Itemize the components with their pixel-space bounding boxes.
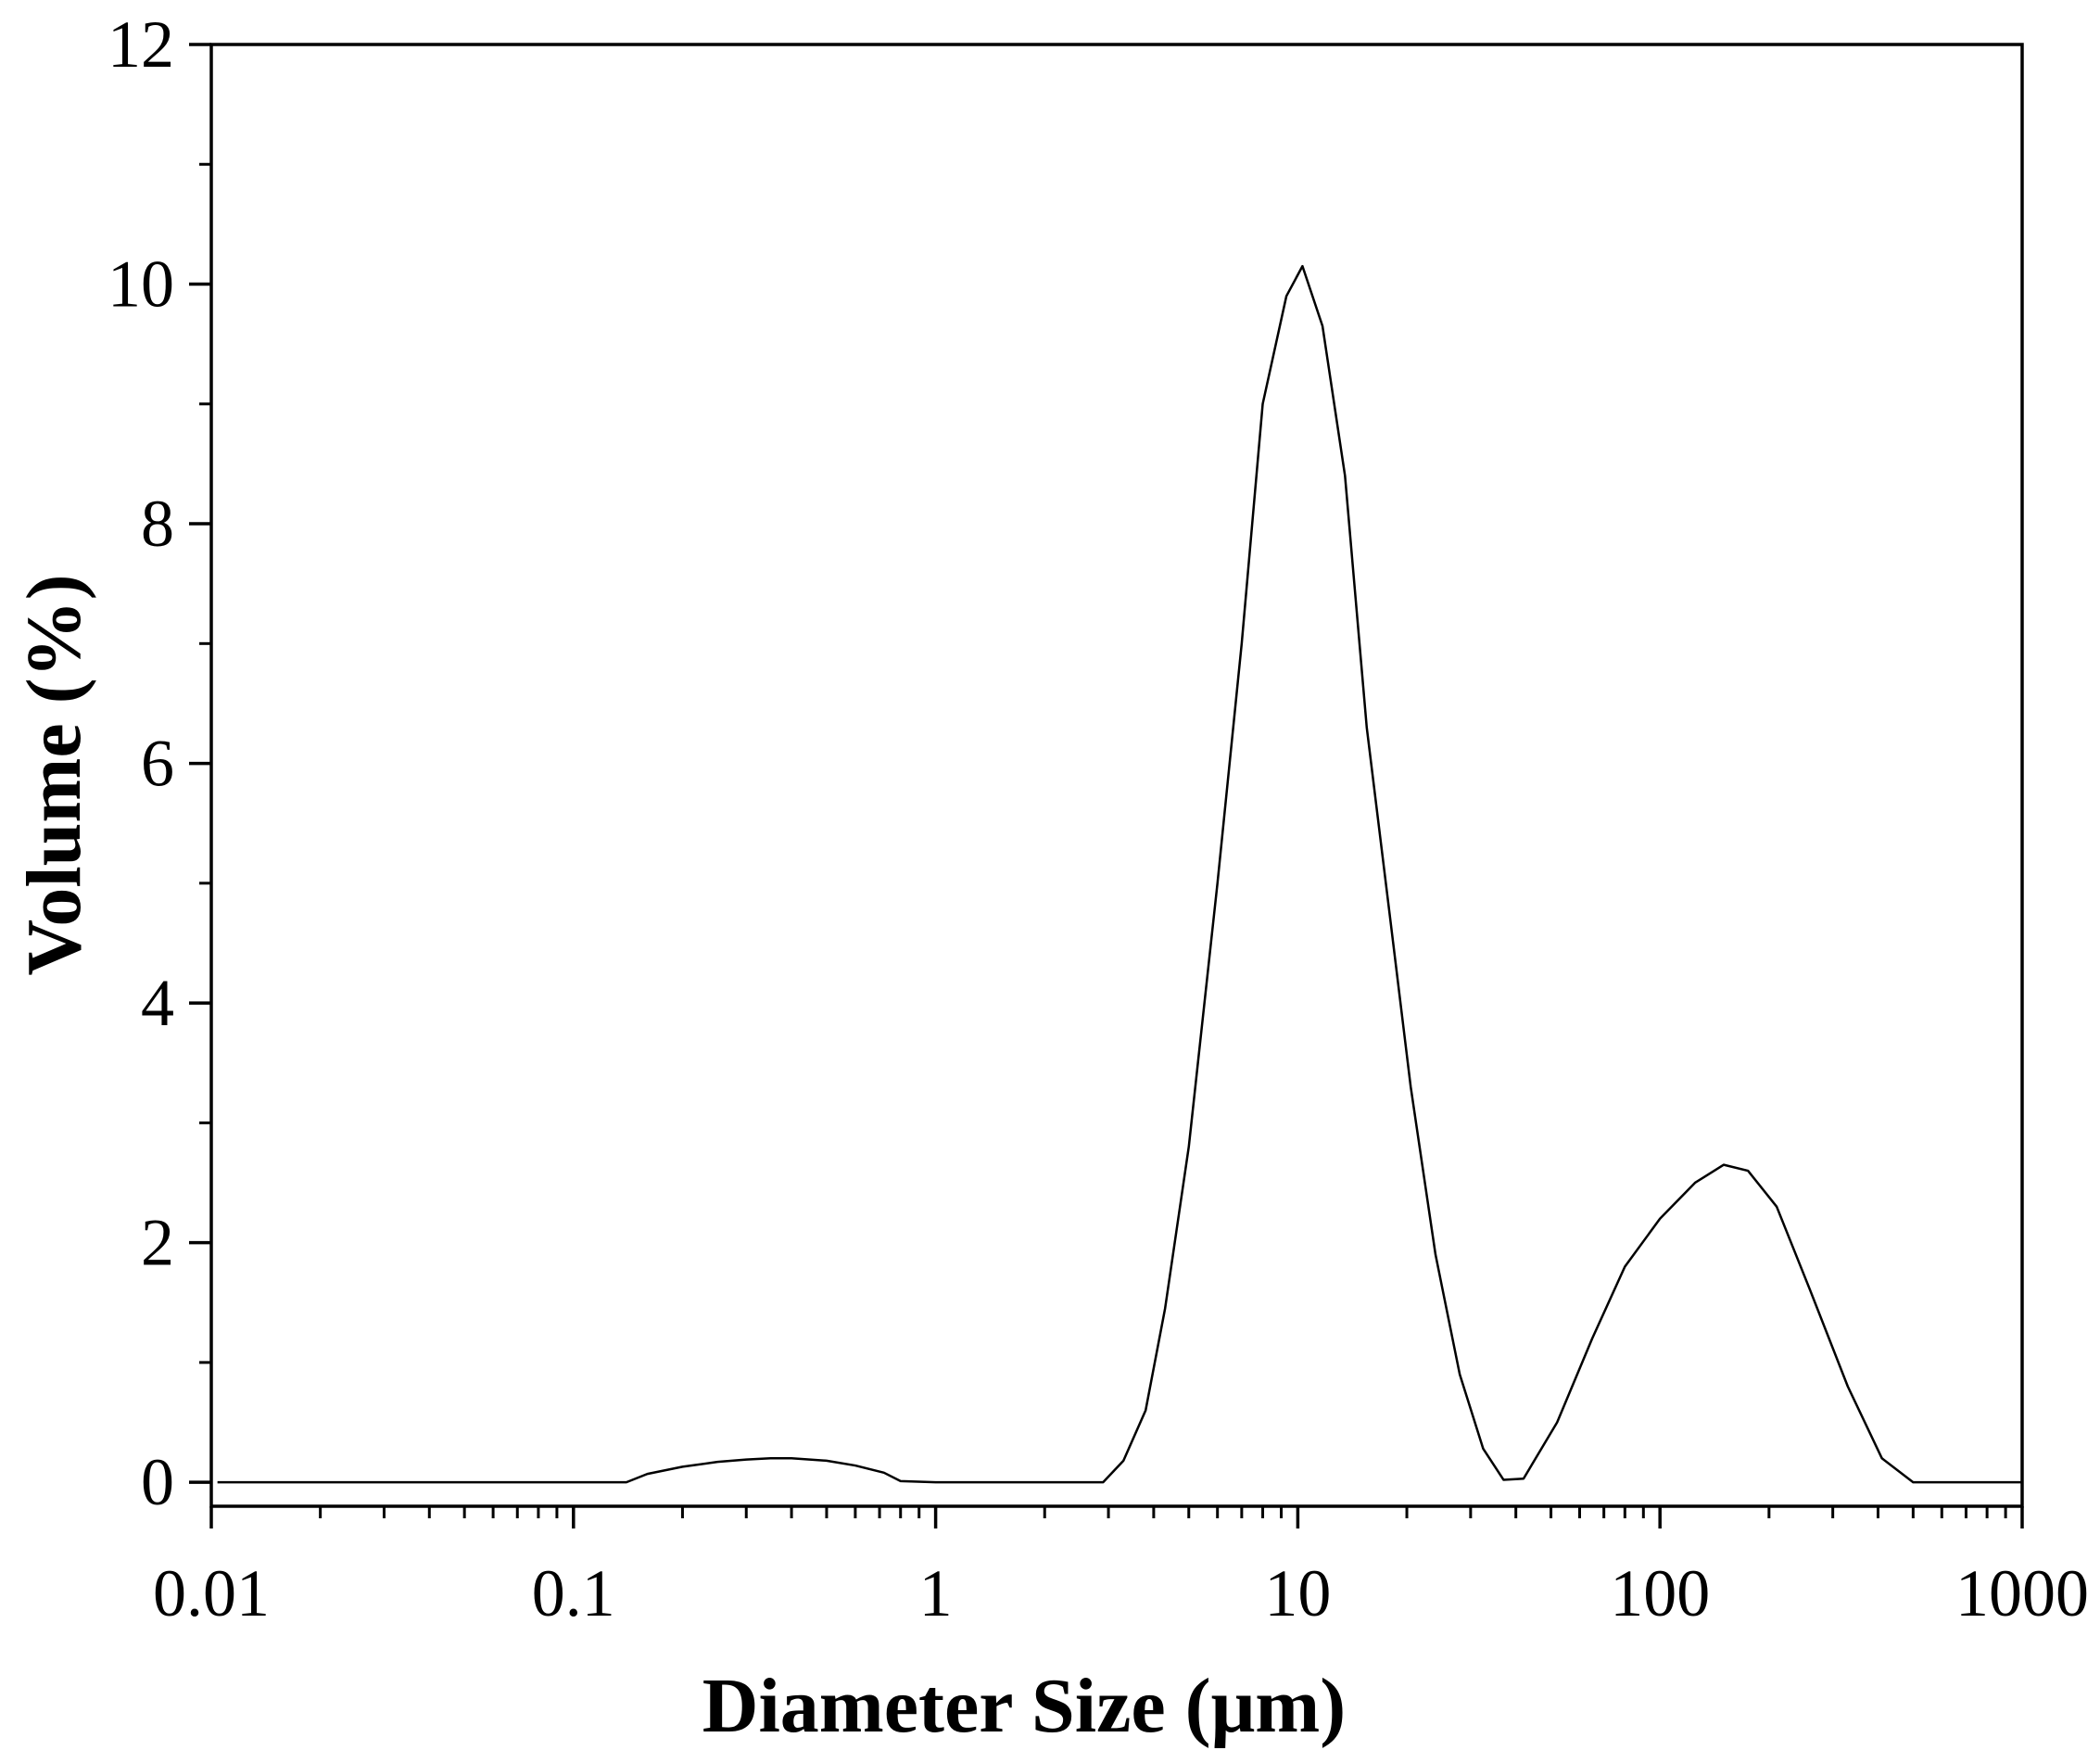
x-minor-ticks: [319, 1506, 2007, 1518]
y-tick-label: 6: [141, 727, 174, 801]
x-tick-label: 0.01: [153, 1556, 270, 1630]
y-tick-label: 0: [141, 1445, 174, 1519]
x-tick-label: 1: [919, 1556, 953, 1630]
plot-frame: [209, 43, 2024, 1508]
y-tick-label: 8: [141, 487, 174, 561]
x-tick-label: 100: [1610, 1556, 1710, 1630]
x-tick-label: 0.1: [532, 1556, 615, 1630]
y-axis-title: Volume (%): [11, 574, 97, 975]
y-tick-label: 12: [108, 7, 174, 82]
x-major-ticks: [209, 1506, 2024, 1528]
y-tick-label: 10: [108, 247, 174, 322]
x-tick-label: 10: [1264, 1556, 1331, 1630]
y-major-ticks: [189, 43, 211, 1484]
x-tick-labels: 0.01 0.1 1 10 100 1000: [153, 1556, 2089, 1630]
y-minor-ticks: [199, 162, 211, 1364]
series-line: [217, 264, 2022, 1484]
x-tick-label: 1000: [1955, 1556, 2089, 1630]
y-tick-label: 2: [141, 1206, 174, 1280]
y-tick-labels: 0 2 4 6 8 10 12: [108, 7, 174, 1519]
x-axis-title: Diameter Size (μm): [702, 1663, 1346, 1749]
y-tick-label: 4: [141, 966, 174, 1040]
